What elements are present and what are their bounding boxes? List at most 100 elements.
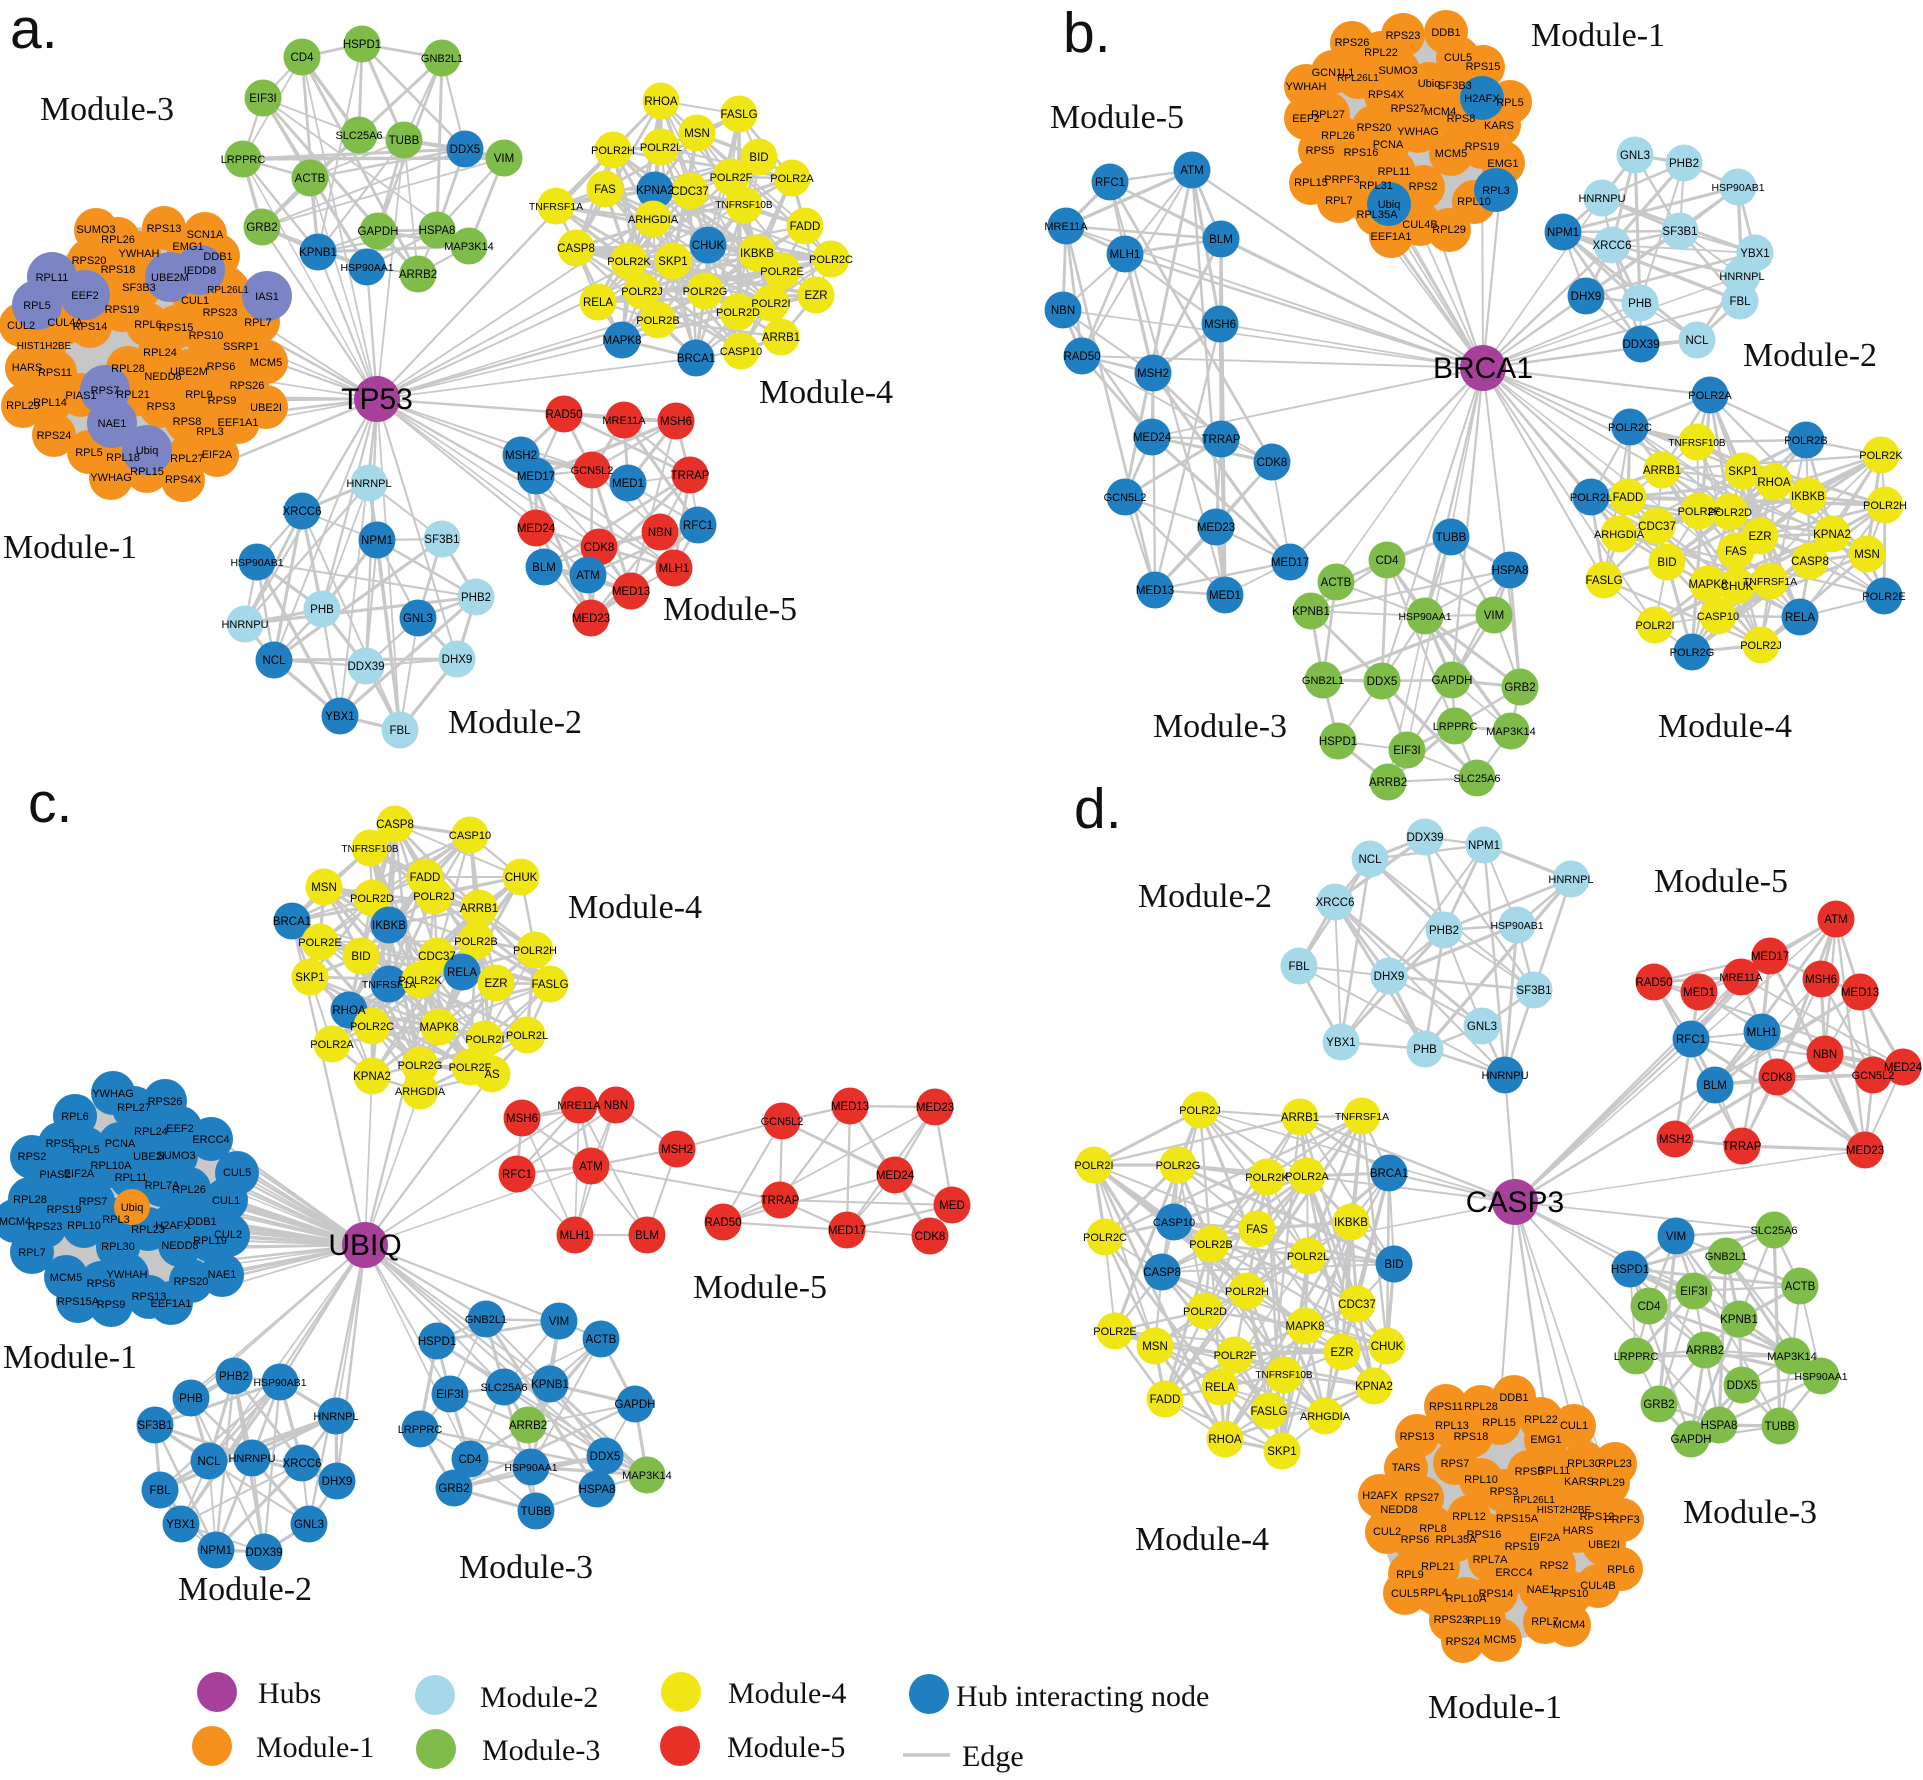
svg-text:Hubs: Hubs <box>258 1677 321 1710</box>
svg-text:HSPA8: HSPA8 <box>1701 1420 1738 1432</box>
svg-text:EMG1: EMG1 <box>172 241 203 253</box>
svg-text:CUL2: CUL2 <box>7 320 35 332</box>
svg-text:RPS12: RPS12 <box>1580 1511 1615 1523</box>
svg-text:EIF2A: EIF2A <box>202 449 233 461</box>
svg-text:TUBB: TUBB <box>389 135 420 147</box>
svg-text:TRRAP: TRRAP <box>761 1195 800 1207</box>
svg-text:POLR2G: POLR2G <box>398 1060 443 1072</box>
svg-text:CD4: CD4 <box>290 52 314 64</box>
svg-text:HNRNPL: HNRNPL <box>1719 271 1764 283</box>
svg-text:POLR2E: POLR2E <box>298 937 341 949</box>
svg-text:NAE1: NAE1 <box>98 418 127 430</box>
svg-text:YWHAH: YWHAH <box>1286 81 1327 93</box>
svg-text:KARS: KARS <box>1564 1476 1594 1488</box>
svg-text:RPL9: RPL9 <box>185 389 213 401</box>
svg-text:NPM1: NPM1 <box>1468 840 1500 852</box>
svg-text:RPL11: RPL11 <box>1538 1465 1571 1477</box>
svg-text:HNRNPL: HNRNPL <box>346 478 391 490</box>
svg-text:RPL3: RPL3 <box>196 426 224 438</box>
svg-text:GCN5L2: GCN5L2 <box>761 1116 804 1128</box>
svg-text:LRPPRC: LRPPRC <box>1433 721 1478 733</box>
svg-text:Module-1: Module-1 <box>1531 17 1665 54</box>
svg-text:DDB1: DDB1 <box>1499 1392 1528 1404</box>
svg-text:PIAS1: PIAS1 <box>65 390 96 402</box>
svg-text:EIF3I: EIF3I <box>1393 745 1420 757</box>
svg-text:MED13: MED13 <box>831 1101 869 1113</box>
svg-text:RPS14: RPS14 <box>73 321 108 333</box>
svg-text:FASLG: FASLG <box>531 979 568 991</box>
svg-text:RPS4X: RPS4X <box>1368 89 1405 101</box>
svg-text:POLR2G: POLR2G <box>683 286 728 298</box>
svg-text:RPL15: RPL15 <box>130 466 164 478</box>
svg-text:SLC25A6: SLC25A6 <box>1453 773 1500 785</box>
svg-text:Module-1: Module-1 <box>3 1339 137 1376</box>
svg-text:RPL15: RPL15 <box>1294 177 1328 189</box>
svg-text:DDX5: DDX5 <box>450 144 481 156</box>
svg-text:MAP3K14: MAP3K14 <box>1767 1351 1817 1363</box>
svg-text:POLR2K: POLR2K <box>607 256 651 268</box>
svg-text:BLM: BLM <box>1703 1080 1727 1092</box>
svg-text:RPL7A: RPL7A <box>145 1180 181 1192</box>
svg-text:RPS23: RPS23 <box>28 1221 63 1233</box>
svg-text:RPS15A: RPS15A <box>57 1296 100 1308</box>
svg-text:CD4: CD4 <box>1637 1301 1661 1313</box>
svg-text:HSP90AA1: HSP90AA1 <box>340 262 393 274</box>
svg-text:CUL1: CUL1 <box>1560 1420 1588 1432</box>
svg-text:FBL: FBL <box>1729 296 1751 308</box>
svg-text:POLR2I: POLR2I <box>751 298 790 310</box>
svg-text:PHB: PHB <box>1628 298 1652 310</box>
svg-text:EIF3I: EIF3I <box>1680 1286 1707 1298</box>
svg-text:BRCA1: BRCA1 <box>677 353 715 365</box>
svg-text:PHB2: PHB2 <box>1429 925 1459 937</box>
svg-text:TNFRSF10B: TNFRSF10B <box>715 200 773 211</box>
svg-text:NAE1: NAE1 <box>1527 1584 1556 1596</box>
svg-text:RPL31: RPL31 <box>1359 180 1393 192</box>
svg-text:RPL14: RPL14 <box>33 397 67 409</box>
svg-text:GNL3: GNL3 <box>294 1519 324 1531</box>
svg-text:YBX1: YBX1 <box>325 711 354 723</box>
svg-text:RPS6: RPS6 <box>1401 1534 1430 1546</box>
svg-text:Module-4: Module-4 <box>759 374 893 411</box>
svg-text:EMG1: EMG1 <box>1530 1434 1561 1446</box>
svg-text:HNRNPU: HNRNPU <box>221 619 268 631</box>
svg-text:POLR2A: POLR2A <box>310 1039 354 1051</box>
svg-text:MED24: MED24 <box>1133 432 1172 444</box>
svg-text:HSPA8: HSPA8 <box>1492 565 1529 577</box>
svg-text:NBN: NBN <box>604 1100 628 1112</box>
svg-text:Hub interacting node: Hub interacting node <box>956 1680 1209 1713</box>
svg-text:GCN5L2: GCN5L2 <box>571 465 614 477</box>
svg-text:CASP10: CASP10 <box>449 830 491 842</box>
svg-text:RPS13: RPS13 <box>132 1291 167 1303</box>
svg-text:RPS4X: RPS4X <box>165 474 202 486</box>
svg-text:RPL21: RPL21 <box>1421 1561 1455 1573</box>
svg-text:POLR2C: POLR2C <box>1083 1232 1127 1244</box>
svg-text:RPL23: RPL23 <box>131 1224 165 1236</box>
svg-text:HARS: HARS <box>1563 1525 1594 1537</box>
svg-text:RPL11: RPL11 <box>115 1172 148 1184</box>
svg-text:MED1: MED1 <box>1683 987 1715 999</box>
svg-text:UBE2M: UBE2M <box>170 366 208 378</box>
svg-text:RPL28: RPL28 <box>111 363 145 375</box>
svg-text:Module-5: Module-5 <box>1654 863 1788 900</box>
svg-text:BID: BID <box>1384 1259 1403 1271</box>
svg-text:CASP8: CASP8 <box>376 819 414 831</box>
svg-text:CUL2: CUL2 <box>1373 1526 1401 1538</box>
svg-text:SLC25A6: SLC25A6 <box>1750 1225 1797 1237</box>
svg-text:PHB: PHB <box>179 1393 203 1405</box>
svg-text:ATM: ATM <box>576 570 599 582</box>
svg-text:MED24: MED24 <box>876 1170 915 1182</box>
svg-text:SF3B1: SF3B1 <box>424 534 459 546</box>
svg-text:Ubiq: Ubiq <box>136 445 159 457</box>
svg-text:POLR2J: POLR2J <box>1740 640 1782 652</box>
svg-text:CUL4B: CUL4B <box>1402 219 1437 231</box>
svg-text:POLR2B: POLR2B <box>454 936 497 948</box>
svg-text:POLR2F: POLR2F <box>710 172 753 184</box>
svg-text:RPL18: RPL18 <box>106 452 140 464</box>
svg-text:ARRB1: ARRB1 <box>762 332 800 344</box>
svg-text:DDX5: DDX5 <box>590 1451 621 1463</box>
svg-text:FASLG: FASLG <box>1585 575 1622 587</box>
svg-text:NCL: NCL <box>262 655 286 667</box>
svg-text:SLC25A6: SLC25A6 <box>335 130 382 142</box>
svg-text:GAPDH: GAPDH <box>1432 675 1473 687</box>
svg-text:CUL1: CUL1 <box>212 1195 240 1207</box>
